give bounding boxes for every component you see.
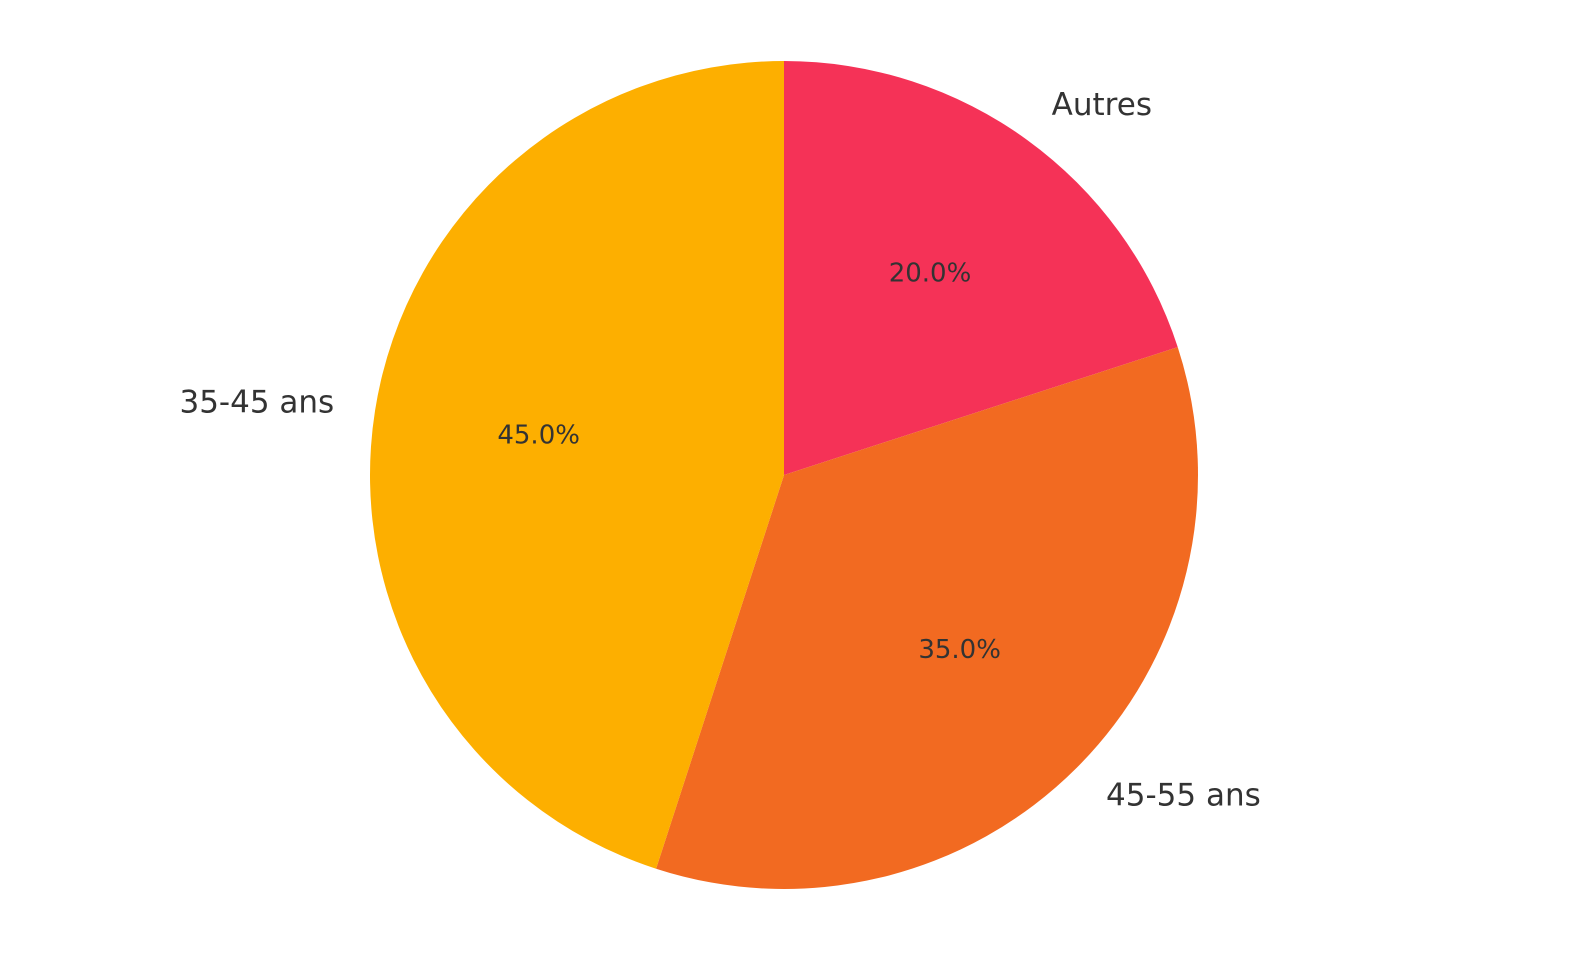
slice-category-label: 35-45 ans [179,384,334,420]
pie-slice [656,347,1199,890]
pie-slice [784,61,1178,475]
slice-category-label: Autres [1052,87,1152,123]
slice-category-label: 45-55 ans [1106,778,1261,814]
slice-percent-label: 35.0% [918,635,1001,665]
slice-percent-label: 20.0% [889,259,972,289]
slice-percent-label: 45.0% [497,421,580,451]
pie-slice [369,61,784,869]
